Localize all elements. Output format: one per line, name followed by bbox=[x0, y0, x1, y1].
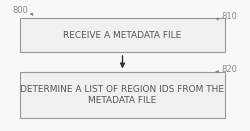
FancyBboxPatch shape bbox=[20, 72, 225, 118]
Text: DETERMINE A LIST OF REGION IDS FROM THE
METADATA FILE: DETERMINE A LIST OF REGION IDS FROM THE … bbox=[20, 85, 225, 105]
Text: 800: 800 bbox=[12, 6, 28, 15]
Text: 820: 820 bbox=[221, 65, 237, 74]
Text: RECEIVE A METADATA FILE: RECEIVE A METADATA FILE bbox=[64, 31, 182, 40]
FancyBboxPatch shape bbox=[20, 18, 225, 52]
Text: 810: 810 bbox=[221, 12, 237, 21]
